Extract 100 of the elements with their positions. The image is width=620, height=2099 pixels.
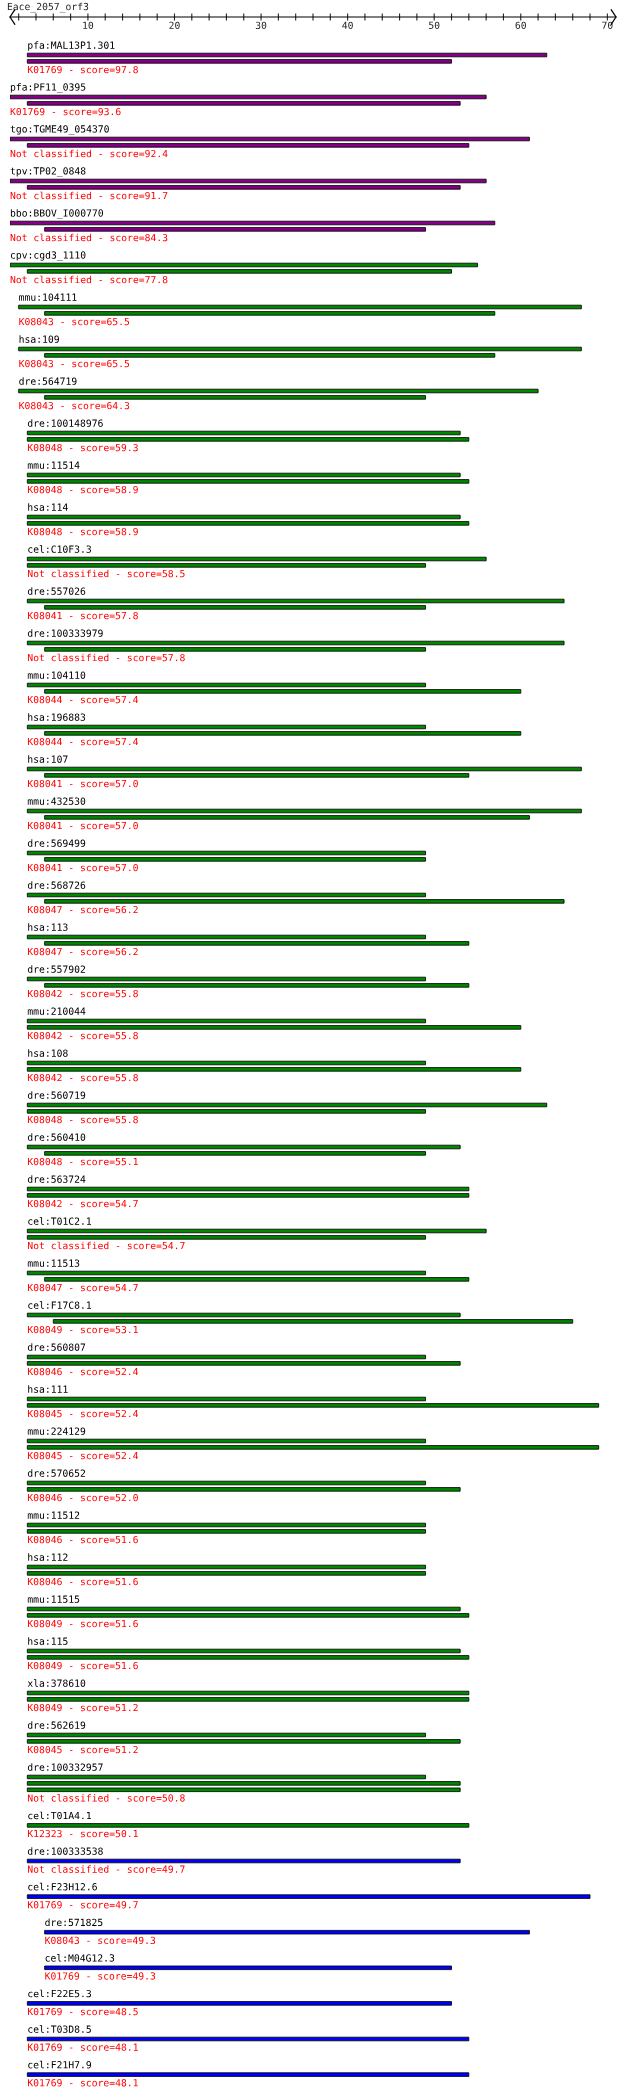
y-tick-label: hsa:111 (28, 1385, 68, 1393)
bar (26, 52, 548, 58)
annotation: K08041 - score=57.8 (27, 611, 138, 620)
bar (26, 1109, 426, 1114)
bar (26, 1697, 470, 1702)
annotation: K08045 - score=51.2 (27, 1745, 138, 1754)
bar (26, 1690, 470, 1696)
y-tick-label: dre:100148976 (27, 419, 103, 427)
bar (44, 899, 565, 904)
y-tick-label: mmu:104110 (27, 671, 86, 679)
bar (10, 136, 530, 142)
bar (10, 220, 496, 226)
bar (26, 1655, 470, 1660)
bar (44, 647, 426, 652)
bar (18, 346, 582, 352)
bar (44, 1277, 470, 1282)
bar (44, 353, 496, 358)
bar (26, 766, 582, 772)
y-tick-label: cel:F21H7.9 (28, 2060, 92, 2069)
x-tick-label: 70 (602, 21, 613, 30)
annotation: K08042 - score=55.8 (27, 1073, 138, 1082)
annotation: K08041 - score=57.0 (27, 821, 138, 830)
bar (44, 983, 470, 988)
annotation: Not classified - score=58.5 (27, 569, 185, 578)
bar (26, 1144, 461, 1150)
y-tick-label: hsa:112 (28, 1553, 68, 1561)
annotation: K08047 - score=54.7 (27, 1283, 138, 1292)
bar (26, 1648, 461, 1654)
bar (18, 304, 582, 310)
annotation: Not classified - score=54.7 (27, 1241, 185, 1250)
bar (26, 808, 582, 814)
bar (26, 1270, 426, 1276)
bar (26, 934, 426, 940)
bar (10, 94, 487, 100)
bar (26, 1606, 461, 1612)
y-tick-label: cel:T01A4.1 (28, 1811, 92, 1820)
x-tick-label: 20 (169, 21, 180, 30)
annotation: K01769 - score=97.8 (27, 65, 138, 74)
annotation: K08043 - score=65.5 (19, 317, 130, 326)
x-tick-label: 10 (83, 21, 94, 30)
bar (26, 556, 487, 562)
annotation: Not classified - score=84.3 (10, 233, 168, 242)
annotation: Not classified - score=50.8 (27, 1794, 185, 1802)
y-tick-label: mmu:11512 (27, 1511, 80, 1519)
annotation: Not classified - score=91.7 (10, 191, 168, 200)
y-tick-label: mmu:432530 (27, 797, 86, 805)
bar (52, 1319, 574, 1324)
y-tick-label: dre:568726 (27, 881, 86, 889)
annotation: Not classified - score=57.8 (27, 653, 185, 662)
bar (26, 1102, 548, 1108)
y-tick-label: dre:560719 (27, 1091, 86, 1099)
y-tick-label: hsa:115 (28, 1637, 68, 1645)
bar (26, 521, 470, 526)
annotation: K08041 - score=57.0 (27, 863, 138, 872)
bar (26, 1186, 470, 1192)
bar (26, 892, 426, 898)
y-tick-label: dre:560410 (27, 1133, 86, 1141)
y-tick-label: mmu:210044 (27, 1007, 86, 1015)
annotation: K08048 - score=55.8 (27, 1115, 138, 1124)
x-tick-label: 60 (515, 21, 526, 30)
bar (26, 1564, 426, 1570)
annotation: K08049 - score=53.1 (27, 1325, 138, 1334)
bar (26, 1613, 470, 1618)
bar (26, 430, 461, 436)
bar (26, 269, 452, 274)
y-tick-label: dre:100333538 (27, 1847, 103, 1855)
y-tick-label: xla:378610 (27, 1679, 86, 1687)
bar (44, 731, 522, 736)
bar (26, 185, 461, 190)
annotation: K08048 - score=58.9 (27, 485, 138, 494)
bar (26, 1361, 461, 1366)
x-tick-label: 50 (429, 21, 440, 30)
y-tick-label: dre:562619 (27, 1721, 86, 1729)
bar (26, 1193, 470, 1198)
annotation: Not classified - score=49.7 (27, 1865, 185, 1873)
annotation: K01769 - score=93.6 (10, 107, 121, 116)
bar (44, 227, 426, 232)
bar (26, 1529, 426, 1534)
bar (26, 1522, 426, 1528)
annotation: K08048 - score=55.1 (27, 1157, 138, 1166)
y-tick-label: mmu:11513 (27, 1259, 80, 1267)
annotation: K08043 - score=65.5 (19, 359, 130, 368)
bar (26, 1571, 426, 1576)
annotation: K08049 - score=51.6 (27, 1661, 138, 1670)
bar (26, 59, 452, 64)
bar (26, 1403, 600, 1408)
x-tick-label: 30 (255, 21, 267, 30)
bar (44, 815, 530, 820)
annotation: K08048 - score=58.9 (27, 527, 138, 536)
y-tick-label: pfa:MAL13P1.301 (28, 41, 115, 51)
annotation: Not classified - score=77.8 (10, 275, 168, 284)
annotation: K01769 - score=48.5 (27, 2007, 138, 2016)
y-tick-label: tpv:TP02_0848 (10, 167, 86, 177)
bar (26, 143, 470, 148)
y-tick-label: hsa:113 (28, 923, 68, 931)
y-tick-label: pfa:PF11_0395 (10, 83, 86, 93)
annotation: K08042 - score=55.8 (27, 1031, 138, 1040)
bar (44, 605, 426, 610)
bar (26, 976, 426, 982)
bar (26, 563, 426, 568)
